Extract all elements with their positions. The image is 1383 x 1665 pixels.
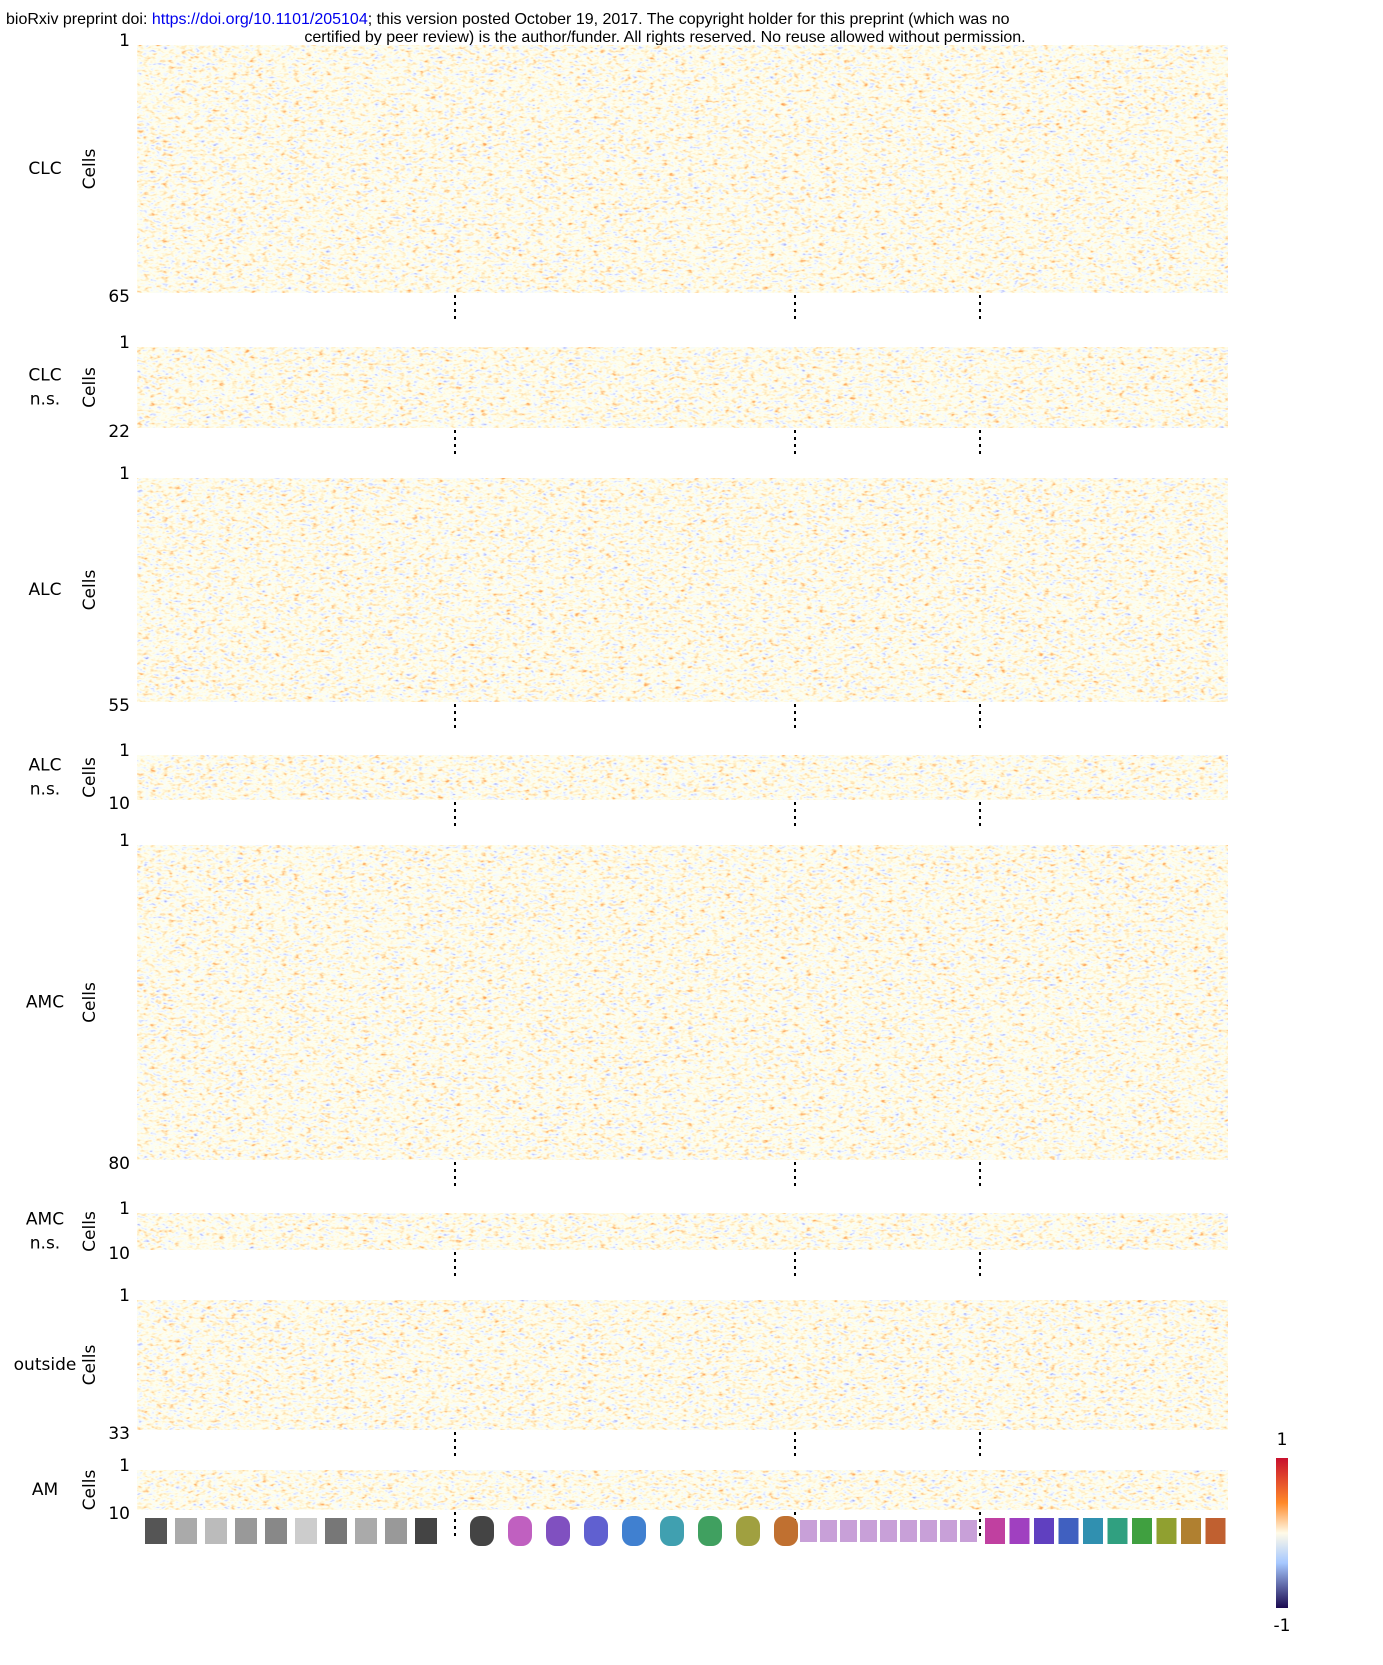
row-last: 10 bbox=[108, 794, 130, 814]
row-last: 22 bbox=[108, 422, 130, 442]
axis-label: Cells bbox=[80, 1211, 100, 1252]
group-label: CLC bbox=[28, 159, 61, 179]
axis-label: Cells bbox=[80, 1345, 100, 1386]
thumb-object bbox=[175, 1518, 197, 1544]
row-first: 1 bbox=[119, 1199, 130, 1219]
row-last: 65 bbox=[108, 287, 130, 307]
group-label: outside bbox=[14, 1355, 77, 1375]
thumb-object bbox=[145, 1518, 167, 1544]
thumb-cube bbox=[985, 1518, 1005, 1544]
heatmap bbox=[137, 1213, 1228, 1250]
row-last: 33 bbox=[108, 1424, 130, 1444]
thumb-face-small bbox=[800, 1520, 817, 1542]
row-last: 55 bbox=[108, 696, 130, 716]
thumb-face bbox=[698, 1516, 722, 1546]
group-label: ALC bbox=[29, 756, 62, 776]
row-last: 10 bbox=[108, 1244, 130, 1264]
thumb-face bbox=[584, 1516, 608, 1546]
thumb-face-small bbox=[900, 1520, 917, 1542]
header-line2: certified by peer review) is the author/… bbox=[304, 29, 1025, 46]
heatmap bbox=[137, 845, 1228, 1160]
group-label: AMC bbox=[26, 1210, 64, 1230]
group-label: n.s. bbox=[30, 390, 60, 410]
thumb-face bbox=[508, 1516, 532, 1546]
thumb-cube bbox=[1205, 1518, 1226, 1544]
thumb-face bbox=[622, 1516, 646, 1546]
row-first: 1 bbox=[119, 1456, 130, 1476]
group-label: n.s. bbox=[30, 1234, 60, 1254]
thumb-object bbox=[265, 1518, 287, 1544]
thumb-cube bbox=[1083, 1518, 1103, 1544]
thumb-face-small bbox=[880, 1520, 897, 1542]
axis-label: Cells bbox=[80, 367, 100, 408]
thumb-object bbox=[205, 1518, 227, 1544]
thumb-object bbox=[235, 1518, 257, 1544]
group-label: n.s. bbox=[30, 780, 60, 800]
thumb-cube bbox=[1156, 1518, 1177, 1544]
heatmap bbox=[137, 755, 1228, 800]
thumb-cube bbox=[1058, 1518, 1079, 1544]
row-last: 80 bbox=[108, 1154, 130, 1174]
heatmap bbox=[137, 45, 1228, 293]
row-first: 1 bbox=[119, 741, 130, 761]
doi-link[interactable]: https://doi.org/10.1101/205104 bbox=[152, 11, 368, 28]
thumb-face-small bbox=[960, 1520, 977, 1542]
thumb-object bbox=[355, 1518, 377, 1544]
thumb-object bbox=[325, 1518, 347, 1544]
thumb-face-small bbox=[840, 1520, 857, 1542]
colorbar-max: 1 bbox=[1277, 1430, 1288, 1450]
thumb-cube bbox=[1107, 1518, 1128, 1544]
row-first: 1 bbox=[119, 333, 130, 353]
group-label: CLC bbox=[28, 366, 61, 386]
group-label: AM bbox=[32, 1480, 58, 1500]
thumb-face-small bbox=[940, 1520, 957, 1542]
thumb-cube bbox=[1132, 1518, 1152, 1544]
thumb-face-small bbox=[920, 1520, 937, 1542]
axis-label: Cells bbox=[80, 570, 100, 611]
group-label: ALC bbox=[29, 580, 62, 600]
group-label: AMC bbox=[26, 993, 64, 1013]
heatmap bbox=[137, 1300, 1228, 1430]
heatmap bbox=[137, 347, 1228, 428]
thumb-cube bbox=[1034, 1518, 1054, 1544]
row-first: 1 bbox=[119, 831, 130, 851]
row-last: 10 bbox=[108, 1504, 130, 1524]
thumb-object bbox=[385, 1518, 407, 1544]
thumb-face bbox=[470, 1516, 494, 1546]
thumb-face bbox=[774, 1516, 798, 1546]
header-line: bioRxiv preprint doi: https://doi.org/10… bbox=[6, 11, 1010, 28]
thumb-face bbox=[660, 1516, 684, 1546]
axis-label: Cells bbox=[80, 149, 100, 190]
row-first: 1 bbox=[119, 464, 130, 484]
thumb-object bbox=[415, 1518, 437, 1544]
thumb-face-small bbox=[820, 1520, 837, 1542]
thumb-face bbox=[736, 1516, 760, 1546]
colorbar bbox=[1276, 1458, 1288, 1608]
axis-label: Cells bbox=[80, 1470, 100, 1511]
row-first: 1 bbox=[119, 31, 130, 51]
colorbar-min: -1 bbox=[1274, 1616, 1291, 1636]
axis-label: Cells bbox=[80, 982, 100, 1023]
thumb-cube bbox=[1181, 1518, 1201, 1544]
axis-label: Cells bbox=[80, 757, 100, 798]
header-prefix: bioRxiv preprint doi: bbox=[6, 11, 152, 28]
header-rest: ; this version posted October 19, 2017. … bbox=[368, 11, 1010, 28]
thumb-face bbox=[546, 1516, 570, 1546]
row-first: 1 bbox=[119, 1286, 130, 1306]
thumb-face-small bbox=[860, 1520, 877, 1542]
thumb-object bbox=[295, 1518, 317, 1544]
heatmap bbox=[137, 1470, 1228, 1510]
thumb-cube bbox=[1009, 1518, 1030, 1544]
heatmap bbox=[137, 478, 1228, 702]
